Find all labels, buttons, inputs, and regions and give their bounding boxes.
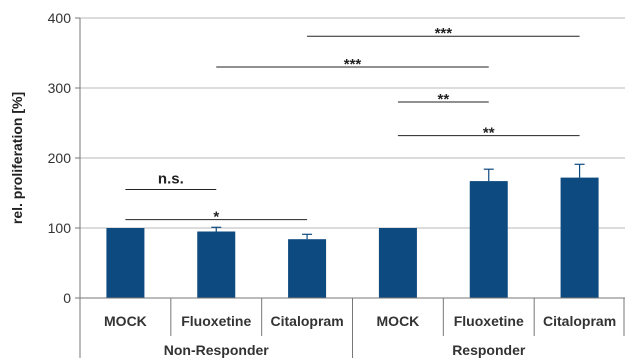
axis-labels: 0 100 200 300 400 MOCK Fluoxetine Citalopram MOC…: [9, 10, 616, 358]
bar-4: [469, 181, 508, 298]
significance-label: ***: [344, 56, 362, 73]
category-label: Fluoxetine: [181, 313, 251, 329]
group-label: Responder: [452, 342, 526, 358]
category-label: Citalopram: [271, 313, 344, 329]
y-tick-label: 400: [48, 10, 72, 26]
group-label: Non-Responder: [164, 342, 270, 358]
significance-label: *: [213, 209, 219, 226]
bar-5: [560, 177, 599, 298]
axes: [75, 17, 625, 358]
bars: [106, 163, 599, 298]
gridlines: [80, 17, 625, 229]
y-tick-label: 200: [48, 150, 72, 166]
bar-3: [378, 228, 417, 298]
category-label: MOCK: [377, 313, 420, 329]
bar-1: [197, 231, 236, 298]
y-tick-label: 300: [48, 80, 72, 96]
y-tick-label: 100: [48, 220, 72, 236]
y-tick-label: 0: [63, 290, 71, 306]
significance-markers: n.s.***********: [125, 25, 580, 226]
bar-2: [288, 239, 327, 298]
significance-label: **: [437, 91, 449, 108]
significance-label: **: [483, 125, 495, 142]
category-label: Citalopram: [543, 313, 616, 329]
y-axis-title: rel. proliferation [%]: [9, 92, 25, 224]
category-label: MOCK: [104, 313, 147, 329]
significance-label: ***: [435, 25, 453, 42]
significance-label: n.s.: [158, 171, 184, 188]
category-label: Fluoxetine: [454, 313, 524, 329]
bar-0: [106, 228, 145, 298]
